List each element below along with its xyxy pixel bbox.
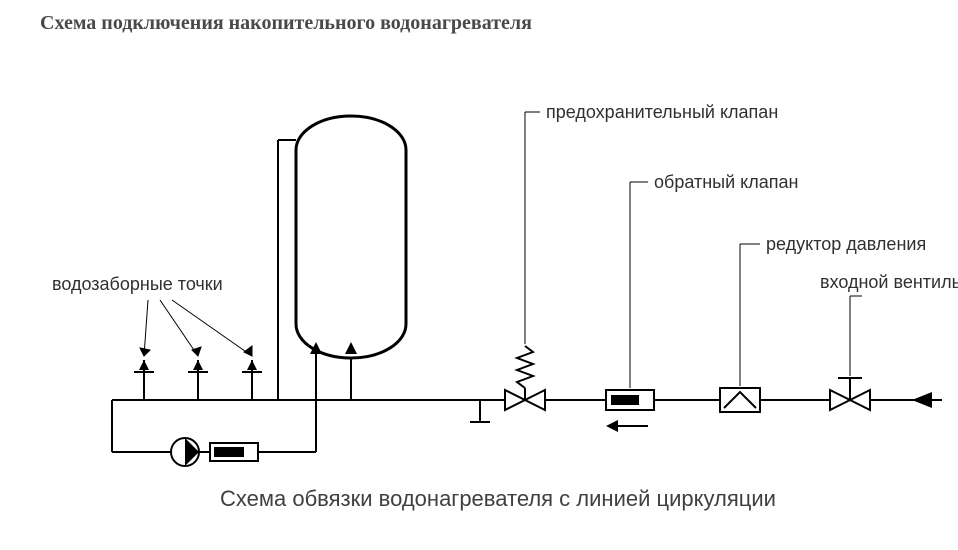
safety-valve-icon	[470, 346, 545, 422]
tap-1	[134, 360, 154, 400]
hot-riser	[112, 140, 296, 400]
pressure-reducer-icon	[720, 388, 760, 412]
check-valve-leader	[630, 182, 648, 388]
check-valve-label: обратный клапан	[654, 172, 798, 192]
inlet-arrow-icon	[912, 392, 932, 408]
tap-2	[188, 360, 208, 400]
pressure-reducer-label: редуктор давления	[766, 234, 926, 254]
pump-icon	[171, 438, 199, 466]
tap-3	[242, 360, 262, 400]
taps-leader	[140, 300, 252, 356]
check-valve-icon	[606, 390, 654, 432]
taps-label: водозаборные точки	[52, 274, 223, 294]
diagram-canvas: водозаборные точки	[0, 0, 958, 550]
pressure-reducer-leader	[740, 244, 760, 386]
filter-icon	[210, 443, 258, 461]
inlet-valve-label: входной вентиль	[820, 272, 958, 292]
inlet-valve-icon	[830, 378, 870, 410]
diagram-caption: Схема обвязки водонагревателя с линией ц…	[220, 486, 776, 511]
safety-valve-leader	[525, 112, 540, 344]
inlet-valve-leader	[850, 296, 862, 376]
safety-valve-label: предохранительный клапан	[546, 102, 778, 122]
tank	[296, 116, 406, 452]
taps-group	[134, 360, 262, 400]
